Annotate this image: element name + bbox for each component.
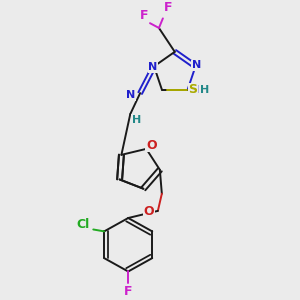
Text: F: F	[164, 2, 172, 14]
Text: F: F	[140, 9, 148, 22]
Text: O: O	[146, 139, 157, 152]
Text: N: N	[148, 62, 158, 72]
Text: N: N	[192, 60, 201, 70]
Text: F: F	[124, 285, 133, 298]
Text: H: H	[200, 85, 209, 95]
Text: S: S	[188, 83, 197, 96]
Text: N: N	[190, 85, 199, 95]
Text: H: H	[132, 115, 141, 125]
Text: O: O	[144, 205, 154, 218]
Text: Cl: Cl	[77, 218, 90, 231]
Text: N: N	[126, 90, 135, 100]
